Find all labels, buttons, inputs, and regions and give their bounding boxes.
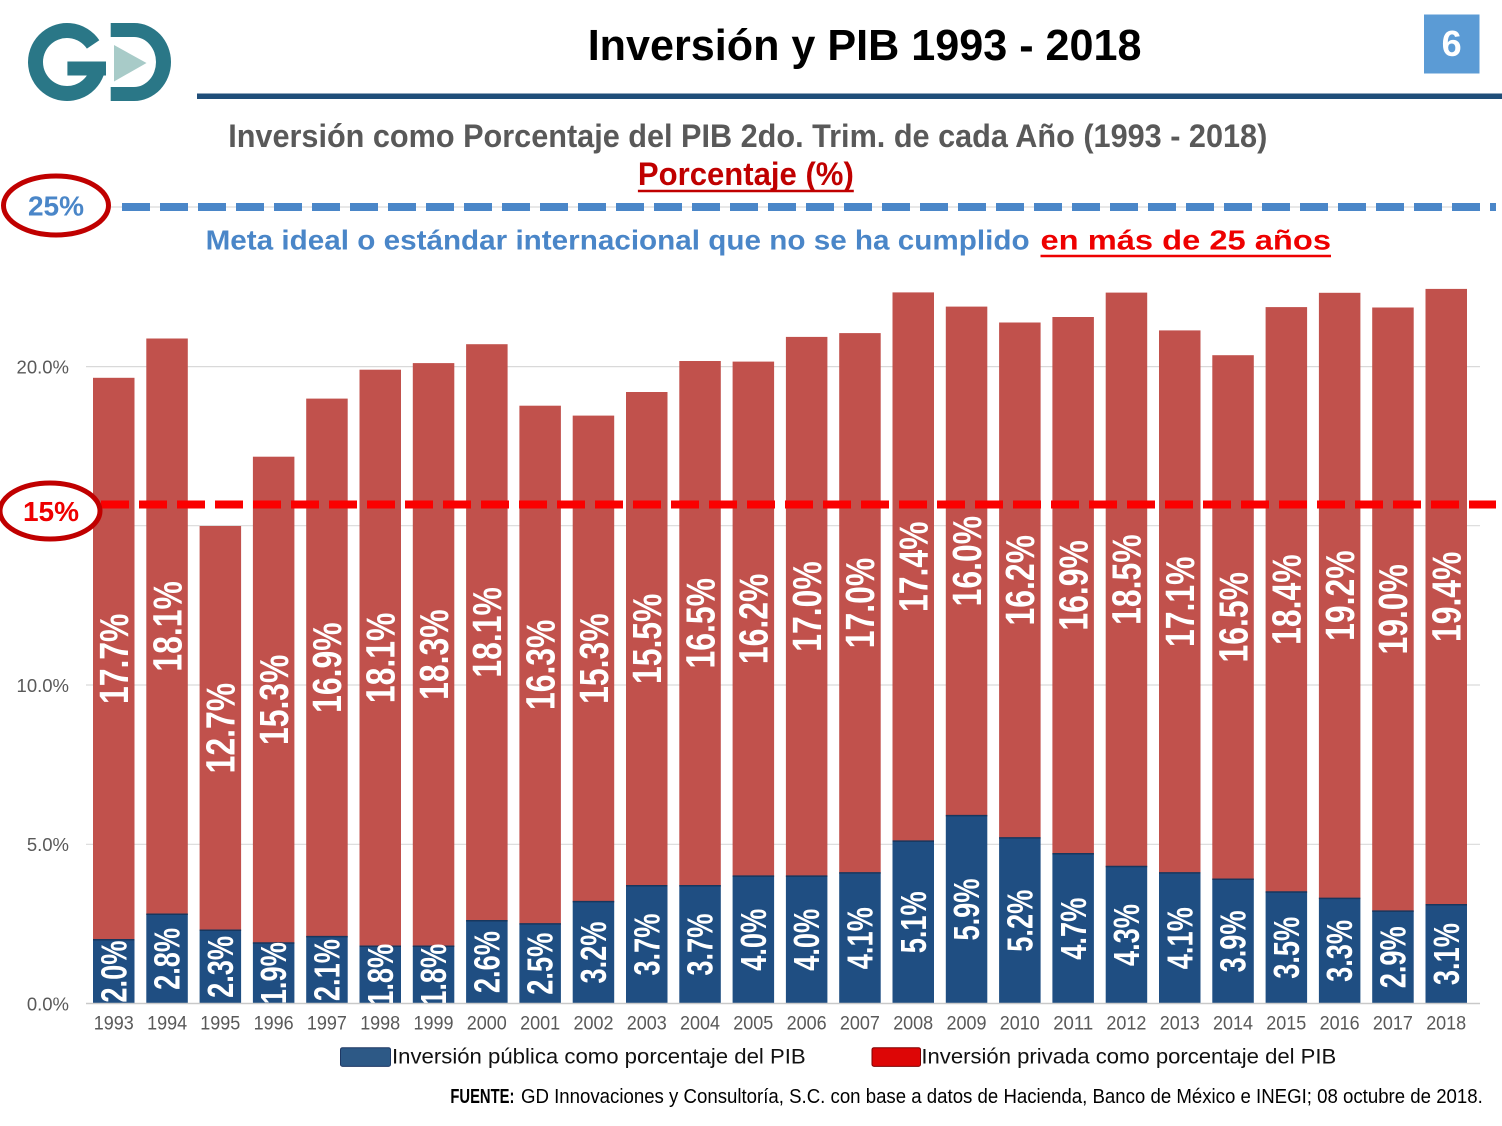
svg-text:15.3%: 15.3% [571, 613, 617, 704]
svg-text:4.0%: 4.0% [786, 909, 827, 971]
svg-text:2.8%: 2.8% [147, 928, 188, 990]
svg-text:17.0%: 17.0% [837, 558, 883, 649]
svg-text:2015: 2015 [1266, 1014, 1306, 1035]
svg-text:1.9%: 1.9% [253, 942, 294, 1004]
svg-text:2.9%: 2.9% [1373, 926, 1414, 988]
svg-text:18.4%: 18.4% [1264, 554, 1310, 645]
svg-text:3.9%: 3.9% [1213, 910, 1254, 972]
svg-text:1.8%: 1.8% [413, 944, 454, 1006]
svg-text:1999: 1999 [414, 1014, 454, 1035]
svg-text:5.2%: 5.2% [999, 890, 1040, 952]
svg-text:2016: 2016 [1320, 1014, 1360, 1035]
svg-text:GD Innovaciones y Consultoría,: GD Innovaciones y Consultoría, S.C. con … [521, 1086, 1483, 1108]
svg-text:3.2%: 3.2% [573, 922, 614, 984]
svg-text:16.9%: 16.9% [1051, 540, 1097, 631]
svg-text:3.3%: 3.3% [1319, 920, 1360, 982]
svg-text:17.0%: 17.0% [784, 561, 830, 652]
svg-text:4.3%: 4.3% [1106, 904, 1147, 966]
svg-text:16.5%: 16.5% [677, 578, 723, 669]
svg-text:16.0%: 16.0% [944, 516, 990, 607]
svg-text:1993: 1993 [94, 1014, 134, 1035]
svg-text:18.1%: 18.1% [464, 587, 510, 678]
svg-text:1.8%: 1.8% [360, 944, 401, 1006]
svg-text:12.7%: 12.7% [198, 683, 244, 774]
svg-text:Inversión pública como porcent: Inversión pública como porcentaje del PI… [392, 1045, 806, 1068]
svg-text:2.3%: 2.3% [200, 936, 241, 998]
svg-text:1995: 1995 [200, 1014, 240, 1035]
svg-text:3.7%: 3.7% [680, 914, 721, 976]
svg-text:2013: 2013 [1160, 1014, 1200, 1035]
svg-text:2000: 2000 [467, 1014, 507, 1035]
svg-text:18.1%: 18.1% [358, 613, 404, 704]
svg-text:2.0%: 2.0% [93, 941, 134, 1003]
svg-text:16.3%: 16.3% [517, 620, 563, 711]
svg-text:2004: 2004 [680, 1014, 720, 1035]
svg-text:10.0%: 10.0% [17, 675, 69, 696]
svg-text:19.4%: 19.4% [1424, 552, 1470, 643]
svg-text:Inversión privada como porcent: Inversión privada como porcentaje del PI… [921, 1045, 1336, 1068]
svg-text:Inversión como Porcentaje del: Inversión como Porcentaje del PIB 2do. T… [228, 118, 1267, 154]
svg-text:20.0%: 20.0% [17, 356, 69, 377]
svg-text:17.4%: 17.4% [891, 521, 937, 612]
svg-text:3.7%: 3.7% [626, 914, 667, 976]
svg-text:2014: 2014 [1213, 1014, 1253, 1035]
svg-text:18.1%: 18.1% [144, 581, 190, 672]
svg-text:4.0%: 4.0% [733, 909, 774, 971]
svg-text:2012: 2012 [1106, 1014, 1146, 1035]
svg-text:19.0%: 19.0% [1370, 564, 1416, 655]
svg-text:Porcentaje (%): Porcentaje (%) [638, 156, 854, 192]
svg-text:Inversión y PIB 1993 - 2018: Inversión y PIB 1993 - 2018 [588, 21, 1142, 70]
svg-text:3.5%: 3.5% [1266, 917, 1307, 979]
svg-text:2018: 2018 [1426, 1014, 1466, 1035]
svg-text:15.3%: 15.3% [251, 655, 297, 746]
svg-text:1997: 1997 [307, 1014, 347, 1035]
svg-text:1998: 1998 [360, 1014, 400, 1035]
svg-text:2002: 2002 [574, 1014, 614, 1035]
svg-text:2010: 2010 [1000, 1014, 1040, 1035]
svg-text:16.5%: 16.5% [1210, 572, 1256, 663]
svg-text:1996: 1996 [254, 1014, 294, 1035]
svg-text:25%: 25% [28, 191, 84, 222]
svg-text:4.1%: 4.1% [840, 907, 881, 969]
svg-text:3.1%: 3.1% [1426, 923, 1467, 985]
svg-text:19.2%: 19.2% [1317, 550, 1363, 641]
svg-text:16.2%: 16.2% [731, 574, 777, 665]
svg-text:4.7%: 4.7% [1053, 898, 1094, 960]
svg-text:6: 6 [1442, 23, 1462, 64]
svg-text:15%: 15% [23, 496, 79, 527]
svg-text:0.0%: 0.0% [27, 993, 69, 1014]
svg-text:16.2%: 16.2% [997, 535, 1043, 626]
svg-text:18.3%: 18.3% [411, 609, 457, 700]
svg-text:4.1%: 4.1% [1159, 907, 1200, 969]
svg-text:en más de 25 años: en más de 25 años [1041, 225, 1332, 256]
svg-text:2001: 2001 [520, 1014, 560, 1035]
svg-text:2003: 2003 [627, 1014, 667, 1035]
svg-text:2005: 2005 [733, 1014, 773, 1035]
svg-text:2006: 2006 [787, 1014, 827, 1035]
svg-text:5.1%: 5.1% [893, 891, 934, 953]
svg-text:FUENTE:: FUENTE: [450, 1086, 514, 1108]
svg-text:17.1%: 17.1% [1157, 556, 1203, 647]
svg-text:18.5%: 18.5% [1104, 534, 1150, 625]
svg-text:Meta ideal o estándar internac: Meta ideal o estándar internacional que … [206, 225, 1030, 256]
svg-text:16.9%: 16.9% [304, 622, 350, 713]
svg-text:1994: 1994 [147, 1014, 187, 1035]
svg-text:2011: 2011 [1053, 1014, 1093, 1035]
svg-text:17.7%: 17.7% [91, 614, 137, 705]
svg-text:2017: 2017 [1373, 1014, 1413, 1035]
svg-text:2.1%: 2.1% [306, 939, 347, 1001]
svg-text:5.9%: 5.9% [946, 879, 987, 941]
svg-text:2007: 2007 [840, 1014, 880, 1035]
svg-text:15.5%: 15.5% [624, 594, 670, 685]
svg-text:2.6%: 2.6% [466, 931, 507, 993]
svg-text:2.5%: 2.5% [520, 933, 561, 995]
svg-text:5.0%: 5.0% [27, 834, 69, 855]
svg-text:2009: 2009 [947, 1014, 987, 1035]
svg-text:2008: 2008 [893, 1014, 933, 1035]
